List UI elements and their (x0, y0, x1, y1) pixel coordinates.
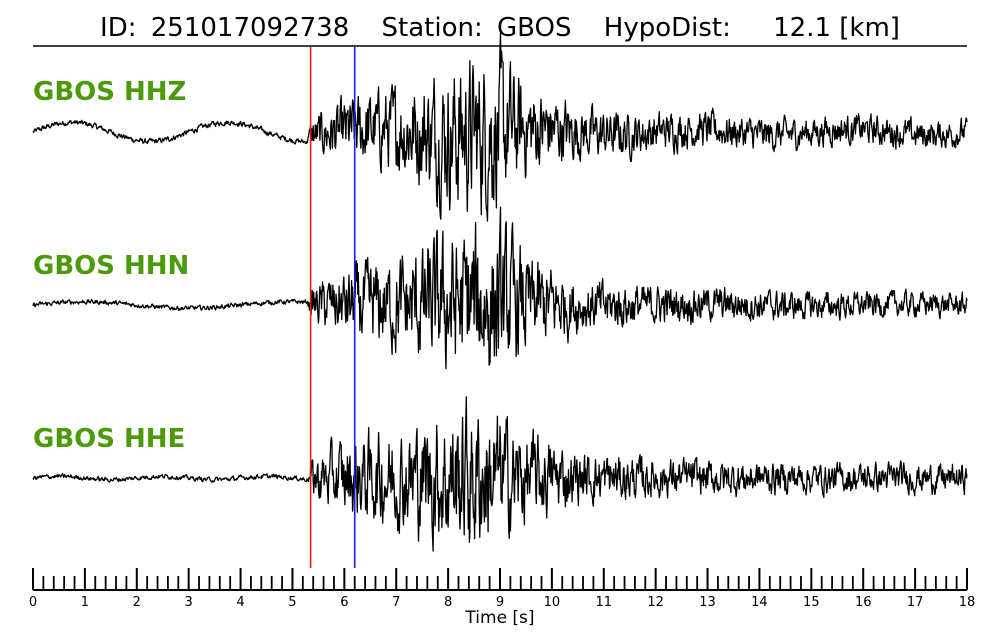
x-tick-label: 14 (751, 595, 768, 610)
waveform-trace-gbos-hhz (32, 32, 968, 222)
id-label: ID: (100, 13, 136, 43)
station-value: GBOS (497, 13, 572, 43)
x-tick-label: 13 (699, 595, 716, 610)
x-tick-label: 4 (236, 595, 244, 610)
waveform-trace-gbos-hhe (32, 396, 968, 552)
x-tick-label: 9 (496, 595, 504, 610)
x-tick-label: 16 (855, 595, 872, 610)
x-axis-label: Time [s] (464, 608, 534, 628)
phase-picks (309, 47, 356, 568)
hypodist-label: HypoDist: (604, 13, 731, 43)
x-tick-label: 1 (81, 595, 89, 610)
channel-label-hhe: GBOS HHE (33, 424, 185, 454)
x-tick-label: 11 (596, 595, 613, 610)
x-tick-label: 0 (29, 595, 37, 610)
waveform-trace-gbos-hhn (32, 206, 968, 370)
x-tick-label: 18 (959, 595, 976, 610)
x-tick-label: 8 (444, 595, 452, 610)
x-tick-label: 10 (544, 595, 561, 610)
x-tick-label: 5 (288, 595, 296, 610)
x-tick-label: 15 (803, 595, 820, 610)
id-value: 251017092738 (151, 13, 350, 43)
figure-title: ID: 251017092738 Station: GBOS HypoDist:… (100, 13, 900, 43)
hypodist-value: 12.1 [km] (773, 13, 900, 43)
time-axis: 0 1 2 3 4 5 6 7 8 9 10 11 12 13 14 15 16 17 18 (29, 568, 975, 610)
x-tick-label: 7 (392, 595, 400, 610)
channel-label-hhz: GBOS HHZ (33, 77, 186, 107)
x-tick-label: 17 (907, 595, 924, 610)
channel-label-hhn: GBOS HHN (33, 251, 189, 281)
station-label: Station: (382, 13, 483, 43)
x-tick-label: 2 (133, 595, 141, 610)
x-tick-label: 12 (647, 595, 664, 610)
x-tick-label: 3 (185, 595, 193, 610)
traces-group (32, 32, 968, 552)
x-tick-label: 6 (340, 595, 348, 610)
